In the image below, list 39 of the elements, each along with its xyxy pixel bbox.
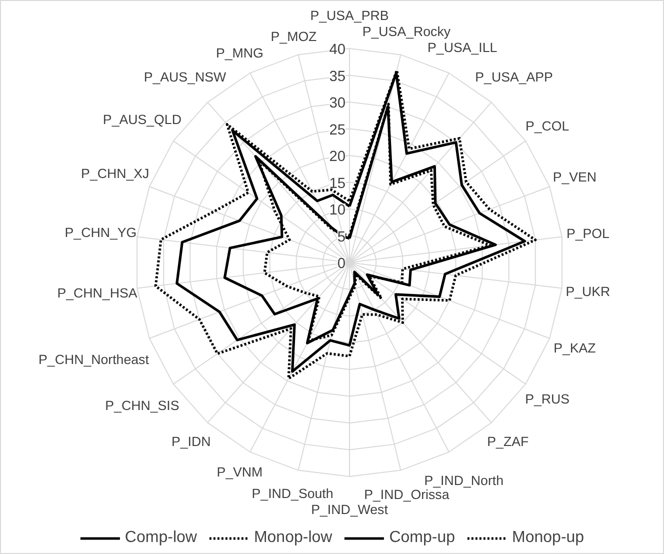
spoke-label: P_USA_PRB — [310, 8, 389, 23]
y-tick-label: 20 — [329, 149, 346, 165]
legend-label: Comp-up — [389, 529, 456, 547]
spoke-label: P_CHN_XJ — [81, 166, 150, 182]
y-tick-label: 30 — [329, 96, 346, 112]
spoke-label: P_KAZ — [554, 340, 596, 356]
spoke-label: P_COL — [525, 118, 570, 134]
spoke-label: P_RUS — [525, 392, 570, 407]
legend-label: Monop-up — [512, 529, 584, 547]
spoke-label: P_CHN_HSA — [57, 286, 138, 301]
spoke-label: P_MNG — [216, 46, 264, 61]
spoke-label: P_IND_North — [424, 472, 504, 488]
spoke-label: P_POL — [566, 226, 610, 242]
spoke-label: P_MOZ — [270, 28, 317, 44]
spoke-label: P_USA_Rocky — [362, 24, 451, 39]
y-tick-label: 0 — [337, 256, 346, 272]
legend-label: Comp-low — [124, 529, 197, 547]
spoke-label: P_USA_APP — [475, 69, 554, 84]
spoke-label: P_AUS_QLD — [102, 112, 182, 127]
legend-label: Monop-low — [254, 529, 332, 547]
spoke-label: P_CHN_YG — [64, 224, 137, 240]
spoke-label: P_VNM — [216, 464, 263, 480]
spoke-label: P_IND_West — [311, 502, 388, 517]
y-tick-label: 25 — [329, 122, 346, 138]
spoke-label: P_IND_South — [252, 486, 334, 502]
spoke-label: P_IDN — [171, 434, 211, 449]
spoke-label: P_CHN_SIS — [105, 398, 180, 414]
spoke-label: P_USA_ILL — [428, 40, 498, 55]
spoke-label: P_ZAF — [487, 434, 529, 449]
spoke-label: P_CHN_Northeast — [38, 352, 150, 368]
spoke-label: P_UKR — [566, 284, 610, 299]
y-tick-label: 35 — [329, 68, 346, 85]
y-tick-label: 40 — [329, 42, 346, 58]
y-tick-label: 10 — [329, 202, 346, 218]
spoke-label: P_AUS_NSW — [144, 69, 226, 84]
spoke-label: P_IND_Orissa — [364, 486, 450, 502]
y-tick-label: 15 — [329, 176, 346, 192]
spoke-label: P_VEN — [552, 170, 597, 185]
y-tick-label: 5 — [337, 229, 346, 246]
